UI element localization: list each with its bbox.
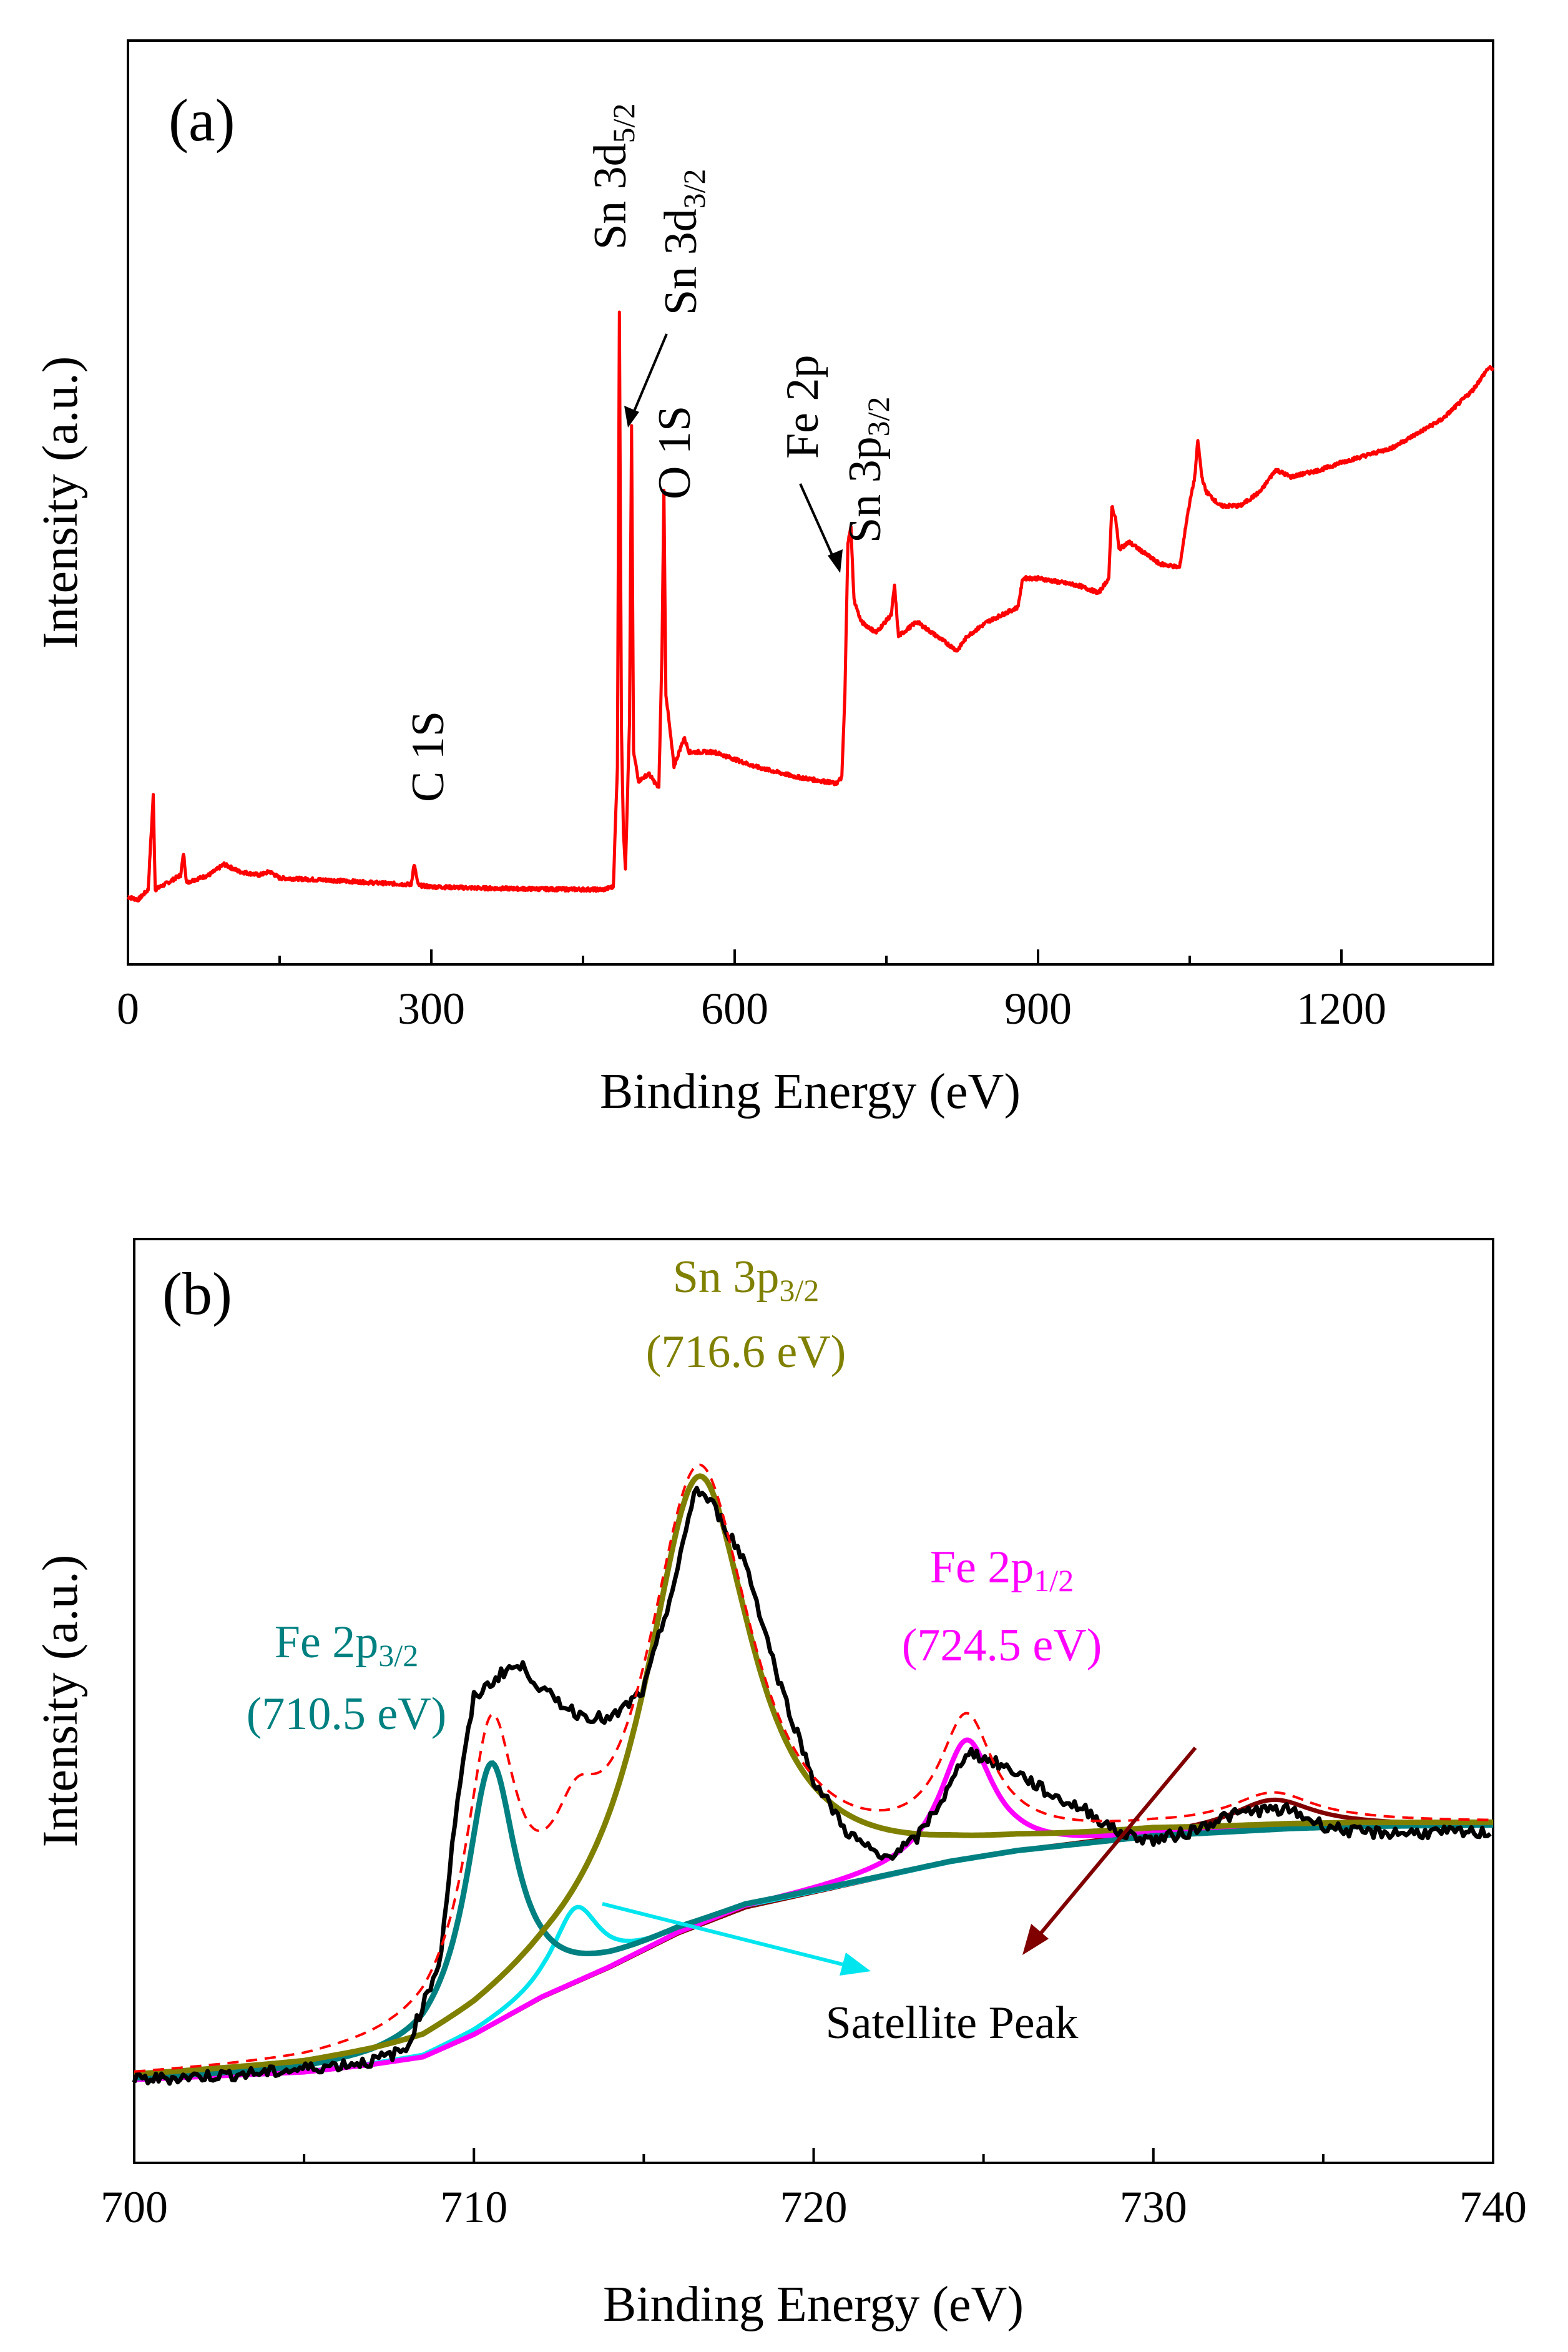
annotation-b-sn3p32: Sn 3p3/2 [673, 1252, 820, 1308]
panel-a-tick-label: 1200 [1296, 984, 1386, 1034]
arrow-sn3d32 [630, 333, 668, 418]
arrow-satellite-2 [1037, 1747, 1197, 1936]
annotation-sn3d32: Sn 3d3/2 [655, 169, 712, 315]
annotation-b-fe2p32-energy: (710.5 eV) [247, 1688, 447, 1740]
panel-a-tick-label: 900 [1004, 984, 1072, 1034]
annotation-o1s: O 1S [649, 406, 700, 499]
panel-b-x-axis-title: Binding Energy (eV) [603, 2277, 1024, 2332]
panel-b-y-axis-title: Intensity (a.u.) [33, 1555, 88, 1848]
satellite-1-line [134, 1823, 1493, 2082]
arrow-fe2p-head [828, 549, 843, 573]
annotation-sn3p32: Sn 3p3/2 [840, 396, 896, 543]
annotation-c1s: C 1S [403, 711, 454, 802]
fitted-envelope-line [134, 1463, 1493, 2073]
satellite-2-line [134, 1797, 1493, 2082]
annotation-sn3d52: Sn 3d5/2 [585, 103, 641, 250]
raw-data-line [132, 1486, 1492, 2086]
panel-a-x-axis-title: Binding Energy (eV) [600, 1064, 1021, 1119]
panel-a-x-tick-labels: 0 300 600 900 1200 [117, 984, 1386, 1034]
panel-a-label: (a) [169, 87, 235, 154]
panel-a-tick-label: 300 [398, 984, 465, 1034]
background-line [134, 1823, 1493, 2082]
arrow-satellite-2-head [1022, 1924, 1049, 1955]
annotation-b-fe2p12-energy: (724.5 eV) [902, 1620, 1102, 1671]
panel-b-tick-label: 730 [1120, 2182, 1187, 2232]
panel-a-plot-frame [127, 39, 1494, 966]
arrow-fe2p [799, 483, 836, 562]
panel-b-tick-label: 740 [1459, 2182, 1527, 2232]
survey-spectrum-line [127, 310, 1495, 903]
annotation-fe2p: Fe 2p [777, 355, 828, 459]
annotation-b-sn3p32-energy: (716.6 eV) [646, 1326, 846, 1378]
panel-a-tick-label: 600 [701, 984, 768, 1034]
panel-a-survey-chart: 0 300 600 900 1200 (a) Binding Energy (eV) I… [33, 39, 1495, 1119]
annotation-b-fe2p12: Fe 2p1/2 [930, 1542, 1074, 1598]
panel-b-label: (b) [162, 1260, 232, 1327]
panel-a-y-axis-title: Intensity (a.u.) [33, 356, 88, 649]
panel-a-x-ticks [127, 949, 1494, 964]
arrow-satellite-1-head [840, 1953, 871, 1976]
panel-b-x-tick-labels: 700 710 720 730 740 [100, 2182, 1527, 2232]
arrow-sn3d32-head [624, 406, 639, 428]
panel-b-tick-label: 710 [440, 2182, 507, 2232]
panel-b-fe2p-chart: 700 710 720 730 740 (b) Binding Energy (eV) … [33, 1238, 1527, 2332]
panel-b-tick-label: 720 [780, 2182, 848, 2232]
panel-b-tick-label: 700 [100, 2182, 168, 2232]
panel-a-tick-label: 0 [117, 984, 139, 1034]
arrow-satellite-1 [602, 1902, 843, 1966]
panel-b-x-ticks [133, 2148, 1494, 2163]
annotation-satellite-peak: Satellite Peak [826, 1997, 1079, 2049]
fe2p12-component-line [134, 1737, 1493, 2082]
annotation-b-fe2p32: Fe 2p3/2 [275, 1617, 418, 1673]
